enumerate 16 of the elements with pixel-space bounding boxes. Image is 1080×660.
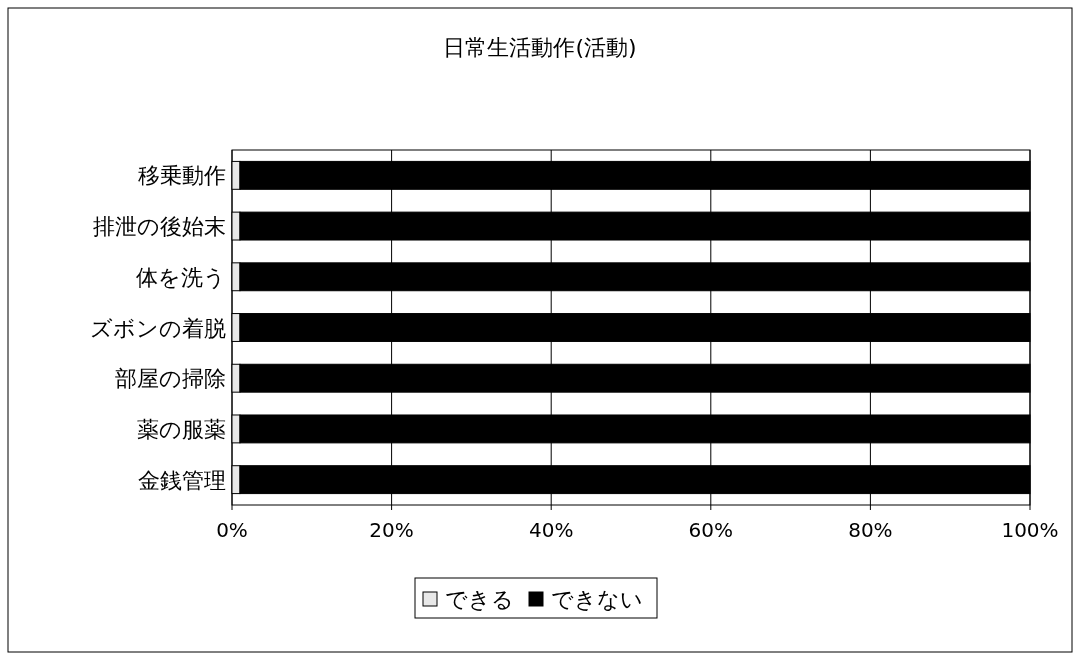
x-tick-label: 80% [848, 518, 893, 542]
x-tick-label: 60% [688, 518, 734, 542]
y-tick-label: 体を洗う [136, 264, 226, 290]
legend-label: できる [445, 587, 514, 612]
y-tick-label: 金銭管理 [138, 467, 226, 493]
y-tick-label: ズボンの着脱 [90, 315, 226, 341]
x-tick-label: 0% [216, 518, 248, 542]
y-tick-label: 部屋の掃除 [115, 366, 226, 392]
legend-label: できない [551, 587, 643, 612]
y-tick-label: 移乗動作 [138, 163, 226, 189]
y-tick-label: 排泄の後始末 [93, 214, 226, 240]
x-tick-label: 40% [528, 518, 574, 542]
chart-title: 日常生活動作(活動) [443, 35, 637, 60]
x-tick-label: 100% [1001, 518, 1059, 542]
y-tick-label: 薬の服薬 [137, 416, 226, 442]
x-tick-label: 20% [369, 518, 414, 542]
